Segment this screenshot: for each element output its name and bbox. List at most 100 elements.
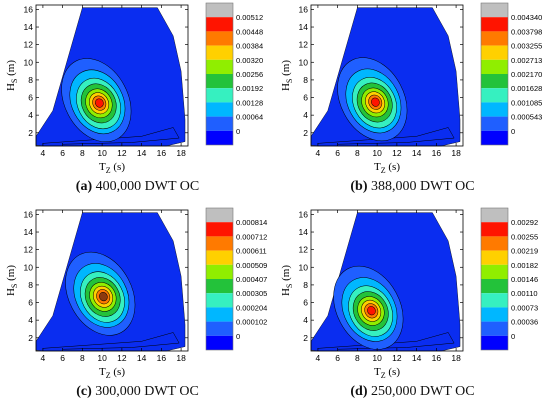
y-tick-label: 14 bbox=[299, 227, 309, 237]
colorbar-label: 0.000712 bbox=[236, 232, 267, 241]
caption-b: (b) 388,000 DWT OC bbox=[350, 179, 475, 194]
colorbar-frame bbox=[205, 2, 234, 146]
colorbar-cell bbox=[206, 130, 233, 145]
colorbar-cell bbox=[481, 74, 508, 89]
panel-c: 4 6 8 10 12 14 16 18 2 4 6 8 10 12 14 16 TZ (s) HS (m) 0 0.… bbox=[0, 205, 275, 410]
colorbar-label: 0.002170 bbox=[511, 70, 542, 79]
x-tick-label: 4 bbox=[41, 148, 46, 158]
caption-d: (d) 250,000 DWT OC bbox=[350, 384, 475, 399]
colorbar-label: 0.000611 bbox=[236, 247, 267, 256]
y-tick-label: 14 bbox=[299, 22, 309, 32]
colorbar-cell bbox=[206, 335, 233, 350]
colorbar-cell bbox=[481, 116, 508, 131]
colorbar-label: 0.003798 bbox=[511, 27, 542, 36]
axes-frame bbox=[35, 4, 189, 147]
x-tick-label: 6 bbox=[335, 353, 340, 363]
contour-line bbox=[317, 127, 455, 145]
colorbar-top-cell bbox=[481, 3, 508, 18]
colorbar-cell bbox=[206, 250, 233, 265]
axes-frame bbox=[310, 4, 464, 147]
colorbar-label: 0.00320 bbox=[236, 56, 263, 65]
y-tick-label: 16 bbox=[24, 4, 34, 14]
colorbar-cell bbox=[206, 88, 233, 103]
x-tick-label: 8 bbox=[355, 148, 360, 158]
y-tick-label: 2 bbox=[28, 333, 33, 343]
colorbar-frame bbox=[205, 207, 234, 351]
colorbar-label: 0 bbox=[236, 332, 240, 341]
y-tick-label: 12 bbox=[24, 245, 34, 255]
colorbar-top-cell bbox=[481, 208, 508, 223]
y-tick-label: 4 bbox=[303, 315, 308, 325]
colorbar-label: 0.00219 bbox=[511, 247, 538, 256]
caption-a: (a) 400,000 DWT OC bbox=[75, 179, 200, 194]
colorbar-label: 0.004340 bbox=[511, 13, 542, 22]
y-tick-label: 2 bbox=[28, 128, 33, 138]
colorbar-cell bbox=[481, 45, 508, 60]
x-tick-label: 18 bbox=[451, 148, 461, 158]
colorbar-cell bbox=[481, 321, 508, 336]
colorbar-label: 0.001085 bbox=[511, 98, 542, 107]
contour-band bbox=[371, 97, 380, 107]
colorbar-frame bbox=[480, 207, 509, 351]
colorbar-frame bbox=[480, 2, 509, 146]
x-tick-label: 16 bbox=[157, 353, 167, 363]
colorbar-cell bbox=[206, 222, 233, 237]
caption-c: (c) 300,000 DWT OC bbox=[76, 384, 199, 399]
x-tick-label: 10 bbox=[97, 353, 107, 363]
colorbar-cell bbox=[481, 88, 508, 103]
y-tick-label: 14 bbox=[24, 22, 34, 32]
colorbar-label: 0.00255 bbox=[511, 232, 538, 241]
y-tick-label: 12 bbox=[299, 40, 309, 50]
x-tick-label: 16 bbox=[432, 148, 442, 158]
colorbar-label: 0.000102 bbox=[236, 318, 267, 327]
x-tick-label: 14 bbox=[137, 353, 147, 363]
y-tick-label: 6 bbox=[303, 93, 308, 103]
colorbar-label: 0.00064 bbox=[236, 113, 263, 122]
colorbar-label: 0.00182 bbox=[511, 261, 538, 270]
x-tick-label: 16 bbox=[157, 148, 167, 158]
colorbar-cell bbox=[481, 335, 508, 350]
axes-frame bbox=[310, 209, 464, 352]
y-axis-label: HS (m) bbox=[5, 265, 19, 296]
x-tick-label: 4 bbox=[41, 353, 46, 363]
x-tick-label: 14 bbox=[137, 148, 147, 158]
colorbar-label: 0.00036 bbox=[511, 318, 538, 327]
x-tick-label: 6 bbox=[60, 353, 65, 363]
panel-d: 4 6 8 10 12 14 16 18 2 4 6 8 10 12 14 16 TZ (s) HS (m) 0 0.… bbox=[275, 205, 550, 410]
y-tick-label: 12 bbox=[24, 40, 34, 50]
colorbar-cell bbox=[206, 264, 233, 279]
colorbar-top-cell bbox=[206, 208, 233, 223]
colorbar-label: 0.000305 bbox=[236, 289, 267, 298]
x-tick-label: 12 bbox=[117, 148, 127, 158]
colorbar-cell bbox=[206, 102, 233, 117]
y-tick-label: 4 bbox=[303, 110, 308, 120]
x-tick-label: 18 bbox=[176, 148, 186, 158]
colorbar-cell bbox=[481, 130, 508, 145]
y-tick-label: 10 bbox=[299, 57, 309, 67]
colorbar-cell bbox=[481, 17, 508, 32]
colorbar-cell bbox=[481, 59, 508, 74]
colorbar-cell bbox=[206, 116, 233, 131]
colorbar-cell bbox=[206, 236, 233, 251]
x-tick-label: 14 bbox=[412, 353, 422, 363]
colorbar-cell bbox=[481, 250, 508, 265]
colorbar-cell bbox=[481, 102, 508, 117]
colorbar-cell bbox=[206, 279, 233, 294]
x-tick-label: 4 bbox=[316, 148, 321, 158]
y-tick-label: 8 bbox=[28, 75, 33, 85]
x-tick-label: 8 bbox=[355, 353, 360, 363]
y-tick-label: 16 bbox=[299, 4, 309, 14]
colorbar-label: 0.00192 bbox=[236, 84, 263, 93]
x-tick-label: 10 bbox=[372, 148, 382, 158]
colorbar-label: 0.002713 bbox=[511, 56, 542, 65]
colorbar-cell bbox=[206, 17, 233, 32]
colorbar-label: 0.00256 bbox=[236, 70, 263, 79]
colorbar-label: 0.00384 bbox=[236, 42, 263, 51]
contour-band bbox=[367, 306, 376, 316]
colorbar-cell bbox=[481, 307, 508, 322]
y-tick-label: 4 bbox=[28, 315, 33, 325]
